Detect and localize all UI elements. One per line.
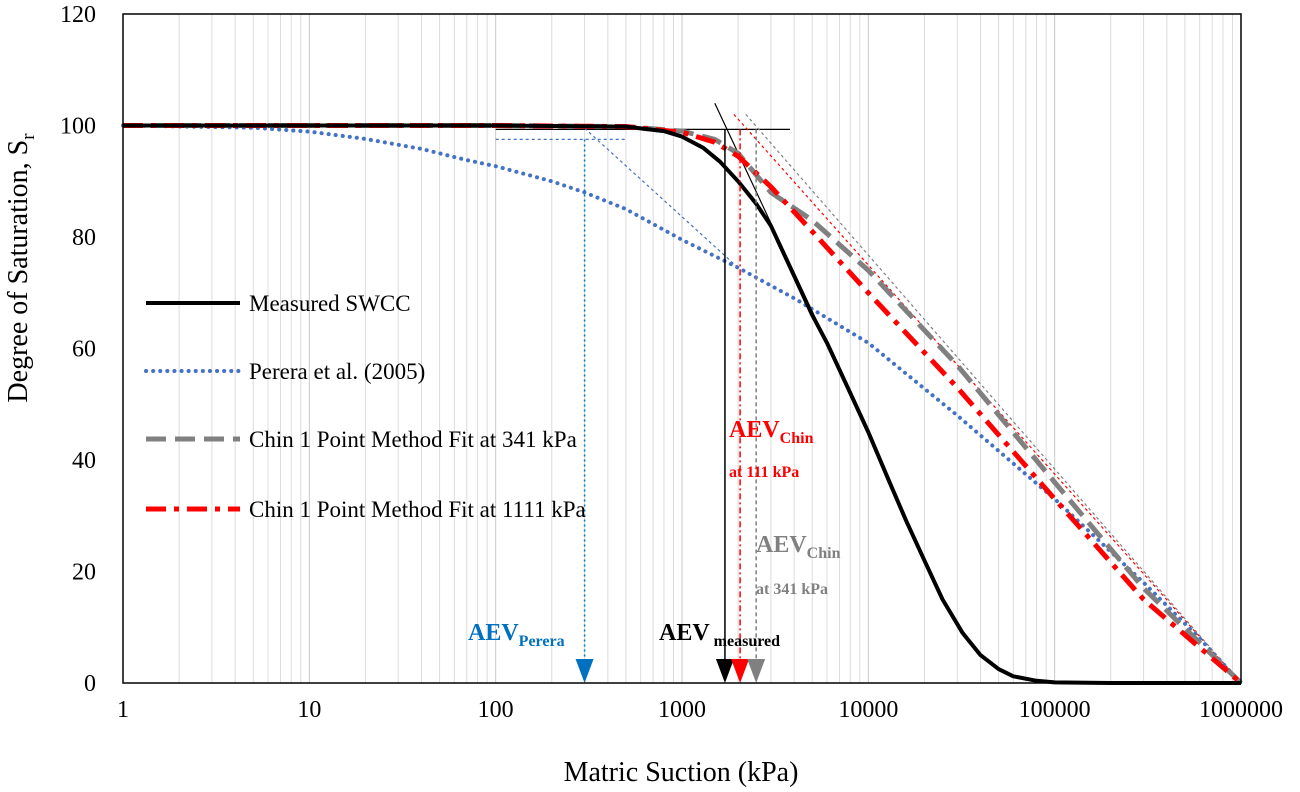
aev-chin-1111-line2: at 111 kPa xyxy=(729,464,799,481)
legend-label-measured: Measured SWCC xyxy=(249,291,411,316)
aev-chin-1111-main: AEV xyxy=(729,417,780,443)
aev-arrows xyxy=(575,129,766,683)
x-axis-title: Matric Suction (kPa) xyxy=(564,757,799,788)
x-tick-label: 100 xyxy=(478,697,514,723)
aev-chin-1111-label: AEVChin xyxy=(729,417,814,447)
tangent-line xyxy=(584,127,739,269)
y-axis-title-sub: r xyxy=(18,133,39,140)
legend-item-perera: Perera et al. (2005) xyxy=(144,359,425,384)
data-series xyxy=(121,123,1243,685)
y-tick-label: 100 xyxy=(60,114,96,140)
aev-perera-main: AEV xyxy=(468,620,519,646)
legend-item-chin-1111: Chin 1 Point Method Fit at 1111 kPa xyxy=(146,497,586,522)
y-axis-title-main: Degree of Saturation, S xyxy=(3,140,34,403)
y-tick-label: 0 xyxy=(84,671,96,697)
legend: Measured SWCC Perera et al. (2005) Chin … xyxy=(144,291,586,522)
aev-chin-1111-sub: Chin xyxy=(780,430,814,447)
grid-lines xyxy=(178,14,1233,683)
legend-item-chin-341: Chin 1 Point Method Fit at 341 kPa xyxy=(146,427,577,452)
y-tick-label: 40 xyxy=(72,448,96,474)
y-axis-tick-labels: 0 20 40 60 80 100 120 xyxy=(60,2,96,697)
aev-chin-341-main: AEV xyxy=(756,532,807,558)
aev-measured-sub: measured xyxy=(714,633,780,650)
x-tick-label: 1000000 xyxy=(1199,697,1283,723)
x-axis-tick-labels: 1 10 100 1000 10000 100000 1000000 xyxy=(117,697,1283,723)
x-tick-label: 100000 xyxy=(1019,697,1091,723)
aev-measured-main: AEV xyxy=(659,620,710,646)
arrow-aev-perera-head xyxy=(575,659,594,683)
y-tick-label: 20 xyxy=(72,560,96,586)
plot-area-frame xyxy=(122,13,1242,684)
x-tick-label: 1 xyxy=(117,697,129,723)
arrow-aev-chin-1111-head xyxy=(731,659,750,683)
arrow-aev-measured-head xyxy=(715,659,734,683)
aev-perera-label: AEVPerera xyxy=(468,620,565,650)
series-perera xyxy=(121,123,1243,685)
legend-label-perera: Perera et al. (2005) xyxy=(249,359,425,384)
x-tick-label: 10 xyxy=(297,697,321,723)
y-tick-label: 120 xyxy=(60,2,96,28)
x-tick-label: 1000 xyxy=(658,697,706,723)
y-tick-label: 60 xyxy=(72,337,96,363)
aev-chin-341-sub: Chin xyxy=(807,545,841,562)
arrow-aev-chin-341-head xyxy=(747,659,766,683)
legend-label-chin-1111: Chin 1 Point Method Fit at 1111 kPa xyxy=(249,497,586,522)
legend-label-chin-341: Chin 1 Point Method Fit at 341 kPa xyxy=(249,427,577,452)
aev-chin-341-label: AEVChin xyxy=(756,532,841,562)
legend-item-measured: Measured SWCC xyxy=(146,291,411,316)
y-axis-title: Degree of Saturation, Sr xyxy=(3,133,39,403)
x-tick-label: 10000 xyxy=(838,697,898,723)
series-measured-swcc xyxy=(123,123,1241,685)
y-tick-label: 80 xyxy=(72,225,96,251)
aev-measured-label: AEV measured xyxy=(659,620,780,650)
aev-perera-sub: Perera xyxy=(519,633,565,650)
aev-chin-341-line2: at 341 kPa xyxy=(756,581,828,598)
